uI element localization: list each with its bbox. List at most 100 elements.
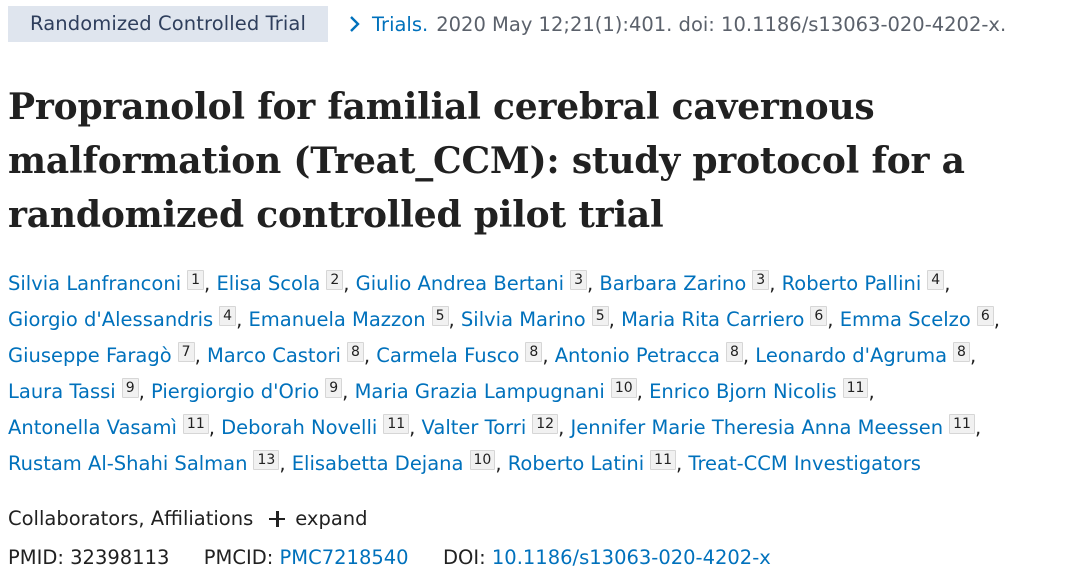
author-name-link[interactable]: Roberto Latini [507, 452, 645, 475]
author-item: Silvia Marino 5, [460, 306, 615, 331]
author-separator: , [944, 272, 951, 295]
author-separator: , [448, 308, 455, 331]
author-item: Giuseppe Faragò 7, [8, 342, 201, 367]
author-separator: , [208, 416, 215, 439]
affiliation-number-button[interactable]: 10 [469, 450, 496, 470]
article-type-badge[interactable]: Randomized Controlled Trial [8, 6, 328, 42]
affiliation-number-button[interactable]: 11 [182, 414, 209, 434]
author-item: Antonella Vasamì 11, [8, 414, 215, 439]
author-name-link[interactable]: Silvia Lanfranconi [8, 272, 182, 295]
collaborators-affiliations-label: Collaborators, Affiliations [8, 507, 254, 530]
affiliation-number-button[interactable]: 5 [431, 306, 449, 326]
affiliation-number-button[interactable]: 9 [325, 378, 343, 398]
author-name-link[interactable]: Laura Tassi [8, 380, 116, 403]
author-name-link[interactable]: Valter Torri [421, 416, 527, 439]
collaborators-affiliations-row: Collaborators, Affiliations expand [8, 504, 368, 534]
author-name-link[interactable]: Rustam Al-Shahi Salman [8, 452, 248, 475]
author-name-link[interactable]: Emanuela Mazzon [248, 308, 426, 331]
author-name-link[interactable]: Antonio Petracca [554, 344, 720, 367]
author-name-link[interactable]: Barbara Zarino [599, 272, 747, 295]
affiliation-number-button[interactable]: 8 [953, 342, 970, 362]
author-name-link[interactable]: Enrico Bjorn Nicolis [649, 380, 837, 403]
affiliation-number-button[interactable]: 12 [532, 414, 559, 434]
chevron-right-icon[interactable] [344, 13, 366, 35]
article-title: Propranolol for familial cerebral cavern… [8, 80, 1008, 242]
author-separator: , [343, 272, 350, 295]
affiliation-number-button[interactable]: 10 [610, 378, 637, 398]
author-separator: , [342, 380, 349, 403]
article-header: Randomized Controlled Trial Trials. 2020… [8, 6, 1074, 42]
affiliation-number-button[interactable]: 8 [525, 342, 543, 362]
author-name-link[interactable]: Roberto Pallini [781, 272, 922, 295]
affiliation-number-button[interactable]: 8 [346, 342, 364, 362]
affiliation-number-button[interactable]: 11 [383, 414, 410, 434]
author-separator: , [542, 344, 549, 367]
author-separator: , [587, 272, 594, 295]
author-name-link[interactable]: Piergiorgio d'Orio [151, 380, 320, 403]
affiliation-number-button[interactable]: 11 [949, 414, 975, 434]
affiliation-number-button[interactable]: 5 [591, 306, 609, 326]
author-item: Barbara Zarino 3, [599, 270, 775, 295]
author-item: Antonio Petracca 8, [554, 342, 749, 367]
author-separator: , [495, 452, 502, 475]
author-name-link[interactable]: Antonella Vasamì [8, 416, 177, 439]
author-separator: , [409, 416, 416, 439]
affiliation-number-button[interactable]: 6 [976, 306, 994, 326]
author-name-link[interactable]: Carmela Fusco [376, 344, 520, 367]
plus-icon[interactable] [269, 511, 286, 527]
author-item: Leonardo d'Agruma 8, [755, 342, 977, 367]
doi-link[interactable]: 10.1186/s13063-020-4202-x [491, 546, 771, 569]
author-name-link[interactable]: Treat-CCM Investigators [688, 452, 921, 475]
journal-link[interactable]: Trials. [372, 12, 429, 36]
author-separator: , [974, 416, 982, 439]
pmid-label: PMID: [8, 546, 64, 569]
title-line-2: malformation (Treat_CCM): study protocol… [8, 140, 965, 182]
author-separator: , [236, 308, 243, 331]
author-name-link[interactable]: Marco Castori [206, 344, 341, 367]
author-name-link[interactable]: Jennifer Marie Theresia Anna Meessen [570, 416, 944, 439]
author-name-link[interactable]: Giuseppe Faragò [8, 344, 172, 367]
author-item: Emanuela Mazzon 5, [248, 306, 455, 331]
affiliation-number-button[interactable]: 7 [177, 342, 195, 362]
author-separator: , [138, 380, 145, 403]
author-name-link[interactable]: Giorgio d'Alessandris [8, 308, 214, 331]
author-item: Giorgio d'Alessandris 4, [8, 306, 243, 331]
author-name-link[interactable]: Maria Rita Carriero [621, 308, 805, 331]
affiliation-number-button[interactable]: 1 [187, 270, 205, 290]
pmcid-label: PMCID: [203, 546, 274, 569]
author-item: Treat-CCM Investigators [688, 452, 920, 475]
author-separator: , [969, 344, 977, 367]
author-name-link[interactable]: Leonardo d'Agruma [755, 344, 948, 367]
affiliation-number-button[interactable]: 3 [752, 270, 770, 290]
affiliation-number-button[interactable]: 11 [650, 450, 676, 470]
author-separator: , [363, 344, 371, 367]
author-item: Roberto Latini 11, [507, 450, 682, 475]
author-separator: , [868, 380, 875, 403]
author-item: Enrico Bjorn Nicolis 11, [649, 378, 875, 403]
affiliation-number-button[interactable]: 3 [570, 270, 588, 290]
pmcid-link[interactable]: PMC7218540 [279, 546, 409, 569]
author-name-link[interactable]: Elisabetta Dejana [291, 452, 464, 475]
author-item: Laura Tassi 9, [8, 378, 145, 403]
expand-button[interactable]: expand [295, 507, 368, 530]
affiliation-number-button[interactable]: 8 [725, 342, 743, 362]
author-item: Elisabetta Dejana 10, [291, 450, 502, 475]
author-name-link[interactable]: Giulio Andrea Bertani [355, 272, 565, 295]
author-item: Carmela Fusco 8, [376, 342, 549, 367]
author-name-link[interactable]: Elisa Scola [216, 272, 321, 295]
affiliation-number-button[interactable]: 11 [842, 378, 869, 398]
author-name-link[interactable]: Emma Scelzo [839, 308, 971, 331]
affiliation-number-button[interactable]: 13 [253, 450, 280, 470]
author-separator: , [558, 416, 565, 439]
author-name-link[interactable]: Maria Grazia Lampugnani [354, 380, 605, 403]
author-name-link[interactable]: Silvia Marino [460, 308, 586, 331]
affiliation-number-button[interactable]: 6 [810, 306, 828, 326]
affiliation-number-button[interactable]: 9 [121, 378, 139, 398]
affiliation-number-button[interactable]: 4 [927, 270, 945, 290]
author-separator: , [194, 344, 201, 367]
affiliation-number-button[interactable]: 4 [219, 306, 237, 326]
title-line-1: Propranolol for familial cerebral cavern… [8, 86, 875, 128]
author-name-link[interactable]: Deborah Novelli [221, 416, 378, 439]
author-separator: , [993, 308, 1000, 331]
affiliation-number-button[interactable]: 2 [326, 270, 344, 290]
